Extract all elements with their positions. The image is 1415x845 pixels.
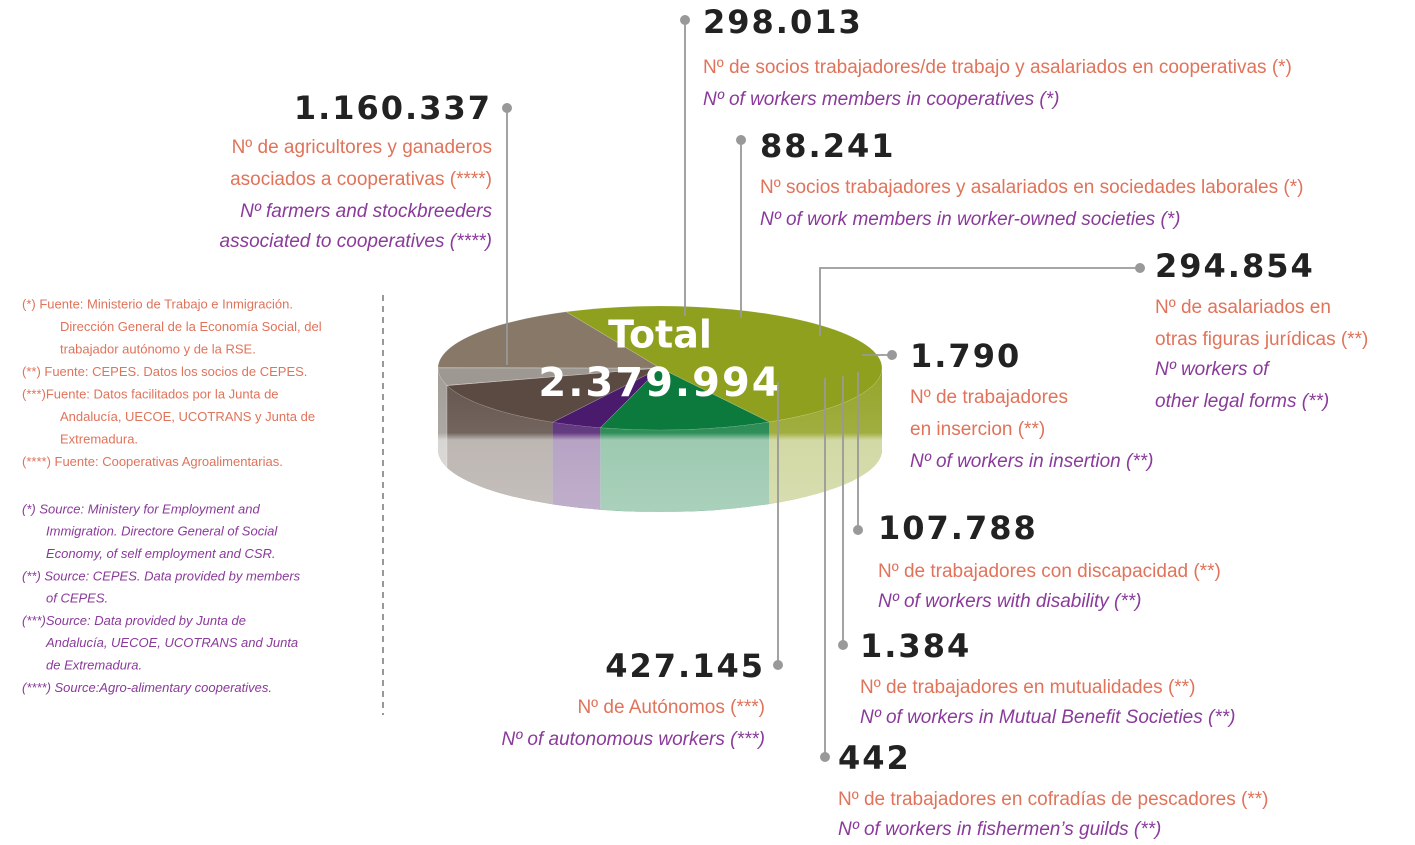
total-label: Total <box>608 313 712 357</box>
label-en: Nº of workers members in cooperatives (*… <box>703 89 1059 110</box>
value-label: 88.241 <box>760 127 895 165</box>
label-es: Nº socios trabajadores y asalariados en … <box>760 177 1303 198</box>
labels: 1.160.337 Nº de agricultores y ganaderos a… <box>22 3 1368 840</box>
label-es: otras figuras jurídicas (**) <box>1155 329 1368 350</box>
pie-slice <box>437 367 661 386</box>
value-label: 1.160.337 <box>294 89 492 127</box>
value-label: 427.145 <box>605 647 765 685</box>
label-en: Nº workers of <box>1155 359 1270 380</box>
label-en: Nº of workers in fishermen’s guilds (**) <box>838 819 1161 840</box>
pie-slice <box>446 367 661 423</box>
label-en: other legal forms (**) <box>1155 391 1329 412</box>
label-es: Nº de trabajadores <box>910 387 1068 408</box>
value-label: 442 <box>838 739 911 777</box>
footnote-en: Immigration. Directore General of Social <box>46 524 278 539</box>
footnote-es: (**) Fuente: CEPES. Datos los socios de … <box>22 364 307 379</box>
leader-dot <box>838 640 848 650</box>
pie-slice <box>437 311 662 369</box>
footnote-es: Dirección General de la Economía Social,… <box>60 319 322 334</box>
leader-line <box>819 267 1140 336</box>
label-es: Nº de trabajadores con discapacidad (**) <box>878 561 1221 582</box>
value-label: 1.790 <box>910 337 1021 375</box>
label-en: Nº of workers in Mutual Benefit Societie… <box>860 707 1235 728</box>
leader-dot <box>736 135 746 145</box>
label-es: Nº de socios trabajadores/de trabajo y a… <box>703 57 1292 78</box>
label-es: asociados a cooperativas (****) <box>230 169 492 190</box>
label-es: Nº de trabajadores en mutualidades (**) <box>860 677 1195 698</box>
leader-dot <box>773 660 783 670</box>
label-en: associated to cooperatives (****) <box>220 231 492 252</box>
footnote-en: (***)Source: Data provided by Junta de <box>22 613 246 628</box>
footnote-en: (****) Source:Agro-alimentary cooperativ… <box>22 680 272 695</box>
leader-dot <box>1135 263 1145 273</box>
label-en: Nº of workers with disability (**) <box>878 591 1142 612</box>
footnote-es: (*) Fuente: Ministerio de Trabajo e Inmi… <box>22 296 293 311</box>
leader-dot <box>853 525 863 535</box>
value-label: 1.384 <box>860 627 971 665</box>
footnote-en: de Extremadura. <box>46 658 142 673</box>
footnote-es: (***)Fuente: Datos facilitados por la Ju… <box>22 386 279 401</box>
leader-dot <box>820 752 830 762</box>
label-en: Nº of workers in insertion (**) <box>910 451 1153 472</box>
value-label: 107.788 <box>878 509 1038 547</box>
footnote-en: Andalucía, UECOE, UCOTRANS and Junta <box>45 635 298 650</box>
footnote-en: Economy, of self employment and CSR. <box>46 546 276 561</box>
pie-slice <box>446 367 661 386</box>
side-shade <box>438 368 882 512</box>
leader-dot <box>502 103 512 113</box>
pie-slice <box>599 367 771 431</box>
value-label: 298.013 <box>703 3 863 41</box>
leader-dot <box>680 15 690 25</box>
value-label: 294.854 <box>1155 247 1315 285</box>
total-value: 2.379.994 <box>538 360 781 406</box>
label-es: Nº de Autónomos (***) <box>577 697 765 718</box>
label-en: Nº of work members in worker-owned socie… <box>760 209 1181 230</box>
footnote-es: (****) Fuente: Cooperativas Agroalimenta… <box>22 454 283 469</box>
label-es: en insercion (**) <box>910 419 1045 440</box>
footnote-es: trabajador autónomo y de la RSE. <box>60 341 256 356</box>
footnote-en: (**) Source: CEPES. Data provided by mem… <box>22 568 301 583</box>
footnote-en: of CEPES. <box>46 591 108 606</box>
label-es: Nº de trabajadores en cofradías de pesca… <box>838 789 1268 810</box>
leader-dot <box>887 350 897 360</box>
label-es: Nº de asalariados en <box>1155 297 1331 318</box>
label-en: Nº farmers and stockbreeders <box>240 201 492 222</box>
pie-slice <box>551 367 661 429</box>
footnote-es: Andalucía, UECOE, UCOTRANS y Junta de <box>60 409 315 424</box>
label-en: Nº of autonomous workers (***) <box>501 729 765 750</box>
footnote-es: Extremadura. <box>60 431 138 446</box>
footnote-en: (*) Source: Ministery for Employment and <box>22 501 260 516</box>
pie-slice <box>565 305 883 423</box>
label-es: Nº de agricultores y ganaderos <box>232 137 492 158</box>
